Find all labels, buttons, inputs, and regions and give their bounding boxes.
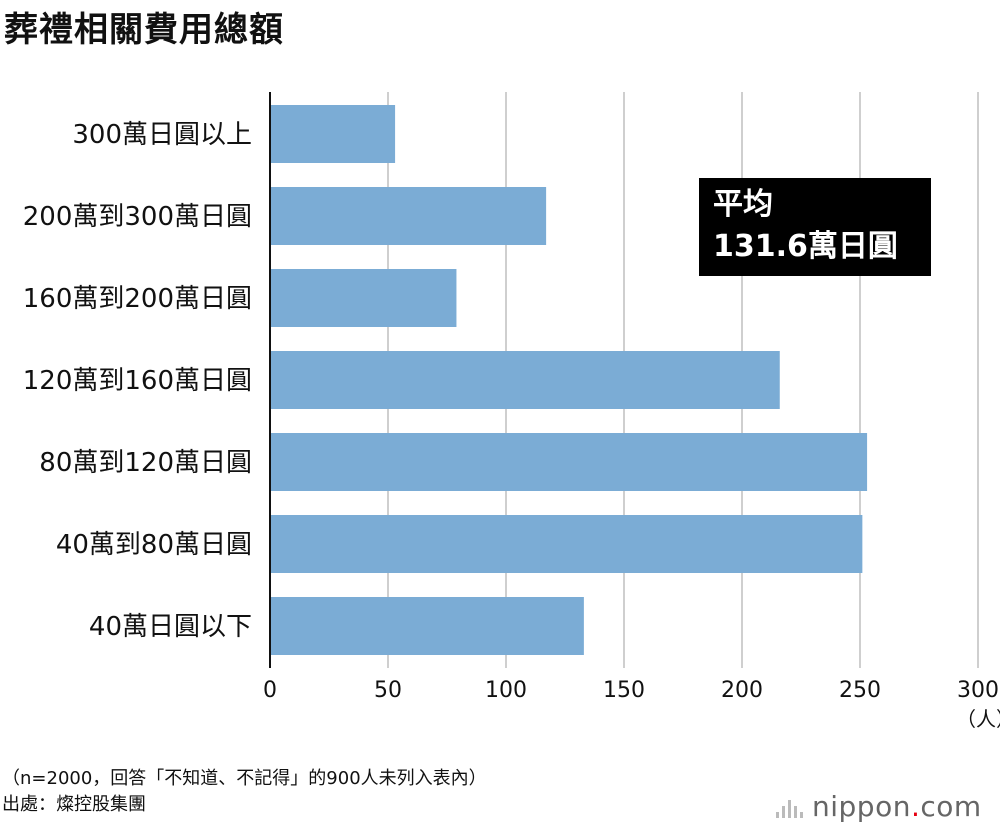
average-label: 平均	[713, 187, 773, 222]
bar	[270, 187, 547, 245]
x-tick-label: 200	[721, 678, 763, 703]
brand-logo: nippon.com	[812, 790, 982, 823]
x-tick-label: 0	[263, 678, 277, 703]
x-tick-label: 150	[603, 678, 645, 703]
category-label: 120萬到160萬日圓	[23, 366, 252, 396]
bar	[270, 351, 780, 409]
x-tick-label: 250	[839, 678, 881, 703]
bar	[270, 105, 396, 163]
brand-bars-icon	[776, 798, 806, 818]
category-label: 80萬到120萬日圓	[39, 448, 252, 478]
x-tick-label: 100	[485, 678, 527, 703]
x-axis-unit: （人）	[956, 707, 1000, 731]
x-tick-label: 50	[374, 678, 402, 703]
source-note: 出處：燦控股集團	[2, 794, 146, 815]
footnote: （n=2000，回答「不知道、不記得」的900人未列入表內）	[2, 768, 487, 789]
category-label: 200萬到300萬日圓	[23, 202, 252, 232]
category-label: 160萬到200萬日圓	[23, 284, 252, 314]
category-label: 40萬日圓以下	[89, 612, 252, 642]
bar	[270, 515, 863, 573]
bar	[270, 269, 457, 327]
average-value: 131.6萬日圓	[713, 229, 898, 264]
chart-title: 葬禮相關費用總額	[4, 10, 284, 50]
bar	[270, 433, 868, 491]
x-tick-label: 300	[957, 678, 999, 703]
average-annotation: 平均 131.6萬日圓	[699, 178, 931, 276]
bar	[270, 597, 584, 655]
category-label: 40萬到80萬日圓	[56, 530, 252, 560]
category-label: 300萬日圓以上	[72, 120, 252, 150]
